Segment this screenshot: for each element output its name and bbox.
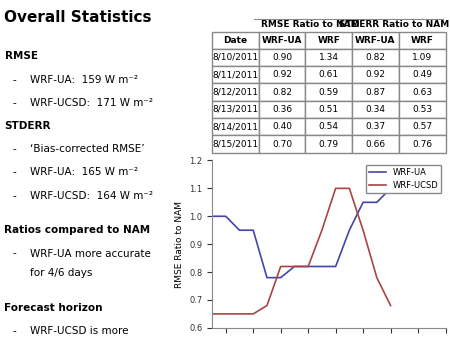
WRF-UCSD [319,228,324,232]
Text: STDERR: STDERR [4,121,51,131]
WRF-UA [360,200,366,204]
Text: Forecast horizon: Forecast horizon [4,303,103,313]
Text: -: - [13,144,16,154]
WRF-UA [319,264,324,268]
Legend: WRF-UA, WRF-UCSD: WRF-UA, WRF-UCSD [365,165,441,193]
WRF-UA [388,186,393,190]
Line: WRF-UA: WRF-UA [212,188,391,277]
Text: for 4/6 days: for 4/6 days [30,268,93,278]
Text: WRF-UCSD is more: WRF-UCSD is more [30,326,129,336]
Text: STDERR Ratio to NAM: STDERR Ratio to NAM [339,20,449,29]
Text: WRF-UCSD:  171 W m⁻²: WRF-UCSD: 171 W m⁻² [30,98,153,108]
WRF-UA [292,264,297,268]
WRF-UA [333,264,338,268]
WRF-UCSD [346,186,352,190]
Y-axis label: RMSE Ratio to NAM: RMSE Ratio to NAM [175,201,184,288]
Text: WRF-UA:  159 W m⁻²: WRF-UA: 159 W m⁻² [30,75,138,84]
Text: Ratios compared to NAM: Ratios compared to NAM [4,225,151,235]
WRF-UA [306,264,311,268]
Text: WRF-UA:  165 W m⁻²: WRF-UA: 165 W m⁻² [30,167,138,177]
Text: -: - [13,248,16,259]
WRF-UA [374,200,379,204]
Line: WRF-UCSD: WRF-UCSD [212,188,391,314]
WRF-UCSD [251,312,256,316]
Text: RMSE: RMSE [4,51,37,62]
WRF-UCSD [264,304,270,308]
WRF-UA [223,214,229,218]
WRF-UCSD [333,186,338,190]
Text: Overall Statistics: Overall Statistics [4,10,152,25]
WRF-UA [278,275,284,280]
Text: -: - [13,191,16,201]
WRF-UCSD [306,264,311,268]
Text: -: - [13,98,16,108]
WRF-UCSD [209,312,215,316]
Text: WRF-UCSD:  164 W m⁻²: WRF-UCSD: 164 W m⁻² [30,191,153,201]
WRF-UCSD [278,264,284,268]
WRF-UCSD [374,275,379,280]
WRF-UCSD [223,312,229,316]
WRF-UA [237,228,242,232]
Text: -: - [13,167,16,177]
Text: WRF-UA more accurate: WRF-UA more accurate [30,248,151,259]
WRF-UCSD [237,312,242,316]
Text: ‘Bias-corrected RMSE’: ‘Bias-corrected RMSE’ [30,144,145,154]
WRF-UA [251,228,256,232]
WRF-UCSD [388,304,393,308]
WRF-UCSD [360,228,366,232]
Text: -: - [13,75,16,84]
WRF-UA [209,214,215,218]
Text: -: - [13,326,16,336]
WRF-UA [264,275,270,280]
Text: RMSE Ratio to NAM: RMSE Ratio to NAM [261,20,360,29]
WRF-UCSD [292,264,297,268]
WRF-UA [346,228,352,232]
